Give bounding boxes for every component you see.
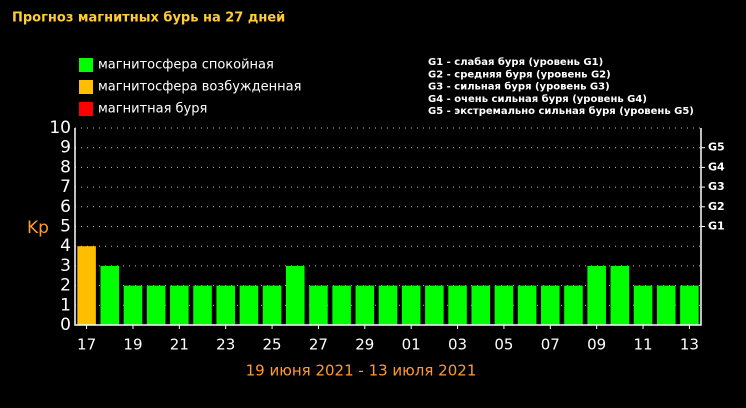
storm-level-note: G5 - экстремально сильная буря (уровень … [428, 105, 694, 117]
x-axis-label: 19 июня 2021 - 13 июля 2021 [246, 362, 477, 380]
legend-swatch [79, 102, 93, 116]
bar [216, 285, 235, 325]
x-tick-label: 19 [123, 336, 142, 354]
y2-tick-label: G2 [708, 200, 725, 213]
bar [564, 285, 583, 325]
bar [494, 285, 514, 325]
storm-level-note: G3 - сильная буря (уровень G3) [428, 81, 610, 93]
bar [146, 285, 166, 325]
bar [610, 265, 630, 325]
storm-level-note: G2 - средняя буря (уровень G2) [428, 68, 611, 80]
bar [425, 285, 444, 325]
bar [401, 285, 421, 325]
y-tick-label: 4 [60, 236, 71, 256]
x-tick-label: 21 [170, 336, 189, 354]
y-tick-label: 0 [60, 315, 71, 335]
bar [170, 285, 189, 325]
legend-label: магнитосфера возбужденная [98, 80, 301, 95]
y-tick-label: 3 [60, 256, 71, 276]
bar [355, 285, 375, 325]
bar [262, 285, 282, 325]
y-tick-label: 8 [60, 157, 71, 177]
y-tick-label: 7 [60, 177, 71, 197]
y-tick-label: 10 [49, 118, 71, 138]
legend-swatch [79, 80, 93, 94]
x-tick-label: 25 [263, 336, 282, 354]
x-tick-label: 29 [355, 336, 374, 354]
y2-tick-label: G5 [708, 141, 725, 154]
y2-tick-label: G4 [708, 160, 725, 173]
x-tick-label: 13 [680, 336, 699, 354]
bar [285, 265, 305, 325]
plot-frame [74, 128, 702, 326]
y-tick-label: 9 [60, 138, 71, 158]
y-tick-label: 1 [60, 295, 71, 315]
y-tick-label: 5 [60, 217, 71, 237]
y-tick-label: 6 [60, 197, 71, 217]
bar [378, 285, 398, 325]
bar [587, 265, 606, 325]
x-tick-label: 09 [587, 336, 606, 354]
bar [656, 285, 676, 325]
legend-label: магнитосфера спокойная [98, 58, 274, 73]
x-tick-label: 05 [494, 336, 513, 354]
y2-tick-label: G3 [708, 180, 725, 193]
storm-level-note: G1 - слабая буря (уровень G1) [428, 56, 603, 68]
x-tick-label: 27 [309, 336, 328, 354]
bar [471, 285, 491, 325]
y-axis-label: Kp [27, 218, 49, 238]
legend-swatch [79, 58, 93, 72]
bar [448, 285, 467, 325]
bar [77, 246, 96, 325]
y2-tick-label: G1 [708, 220, 725, 233]
bar [633, 285, 653, 325]
x-tick-label: 07 [541, 336, 560, 354]
bar [100, 265, 120, 325]
bar [309, 285, 328, 325]
bar [680, 285, 699, 325]
x-tick-label: 01 [402, 336, 421, 354]
x-tick-label: 23 [216, 336, 235, 354]
x-tick-label: 11 [633, 336, 652, 354]
y-tick-label: 2 [60, 276, 71, 296]
x-tick-label: 17 [77, 336, 96, 354]
bar [123, 285, 143, 325]
bar [332, 285, 351, 325]
bar [517, 285, 537, 325]
legend-label: магнитная буря [98, 102, 207, 117]
bar [239, 285, 259, 325]
bar [541, 285, 560, 325]
bar [193, 285, 212, 325]
storm-level-note: G4 - очень сильная буря (уровень G4) [428, 93, 647, 105]
chart-title: Прогноз магнитных бурь на 27 дней [12, 11, 285, 26]
x-tick-label: 03 [448, 336, 467, 354]
